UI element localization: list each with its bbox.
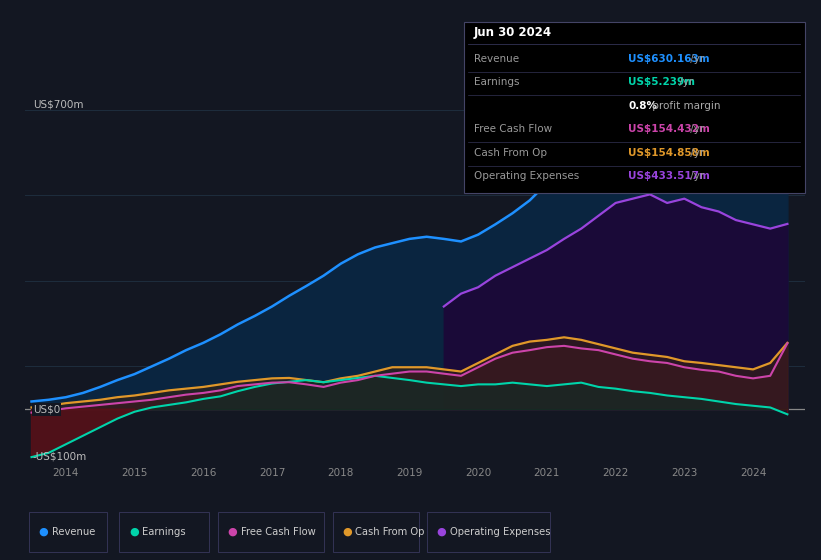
Text: US$0: US$0 bbox=[33, 404, 60, 414]
Text: ●: ● bbox=[437, 527, 447, 537]
Text: US$630.163m: US$630.163m bbox=[628, 54, 709, 64]
Text: 2024: 2024 bbox=[740, 468, 766, 478]
Text: ●: ● bbox=[342, 527, 352, 537]
Text: Free Cash Flow: Free Cash Flow bbox=[474, 124, 552, 134]
Text: US$154.858m: US$154.858m bbox=[628, 148, 710, 158]
Text: US$700m: US$700m bbox=[33, 100, 84, 110]
Text: 2014: 2014 bbox=[53, 468, 79, 478]
Text: 2017: 2017 bbox=[259, 468, 285, 478]
Text: US$154.432m: US$154.432m bbox=[628, 124, 710, 134]
Text: /yr: /yr bbox=[686, 171, 704, 181]
Text: Cash From Op: Cash From Op bbox=[474, 148, 547, 158]
Text: ●: ● bbox=[39, 527, 48, 537]
Text: ●: ● bbox=[227, 527, 237, 537]
Text: Free Cash Flow: Free Cash Flow bbox=[241, 527, 315, 537]
Text: 2020: 2020 bbox=[465, 468, 491, 478]
Text: /yr: /yr bbox=[686, 148, 704, 158]
Text: Operating Expenses: Operating Expenses bbox=[450, 527, 550, 537]
Text: US$5.239m: US$5.239m bbox=[628, 77, 695, 87]
Text: /yr: /yr bbox=[677, 77, 694, 87]
Text: Cash From Op: Cash From Op bbox=[355, 527, 425, 537]
Text: Revenue: Revenue bbox=[52, 527, 95, 537]
Text: 2016: 2016 bbox=[190, 468, 217, 478]
Text: 2018: 2018 bbox=[328, 468, 354, 478]
Text: /yr: /yr bbox=[686, 124, 704, 134]
Text: Earnings: Earnings bbox=[474, 77, 519, 87]
Text: 2022: 2022 bbox=[603, 468, 629, 478]
Text: Operating Expenses: Operating Expenses bbox=[474, 171, 579, 181]
Text: Earnings: Earnings bbox=[142, 527, 186, 537]
Text: profit margin: profit margin bbox=[649, 101, 721, 111]
Text: 0.8%: 0.8% bbox=[628, 101, 657, 111]
Text: -US$100m: -US$100m bbox=[33, 452, 87, 462]
Text: 2021: 2021 bbox=[534, 468, 560, 478]
Text: 2019: 2019 bbox=[397, 468, 423, 478]
Text: ●: ● bbox=[129, 527, 139, 537]
Text: US$433.517m: US$433.517m bbox=[628, 171, 710, 181]
Text: Revenue: Revenue bbox=[474, 54, 519, 64]
Text: 2023: 2023 bbox=[671, 468, 698, 478]
Text: Jun 30 2024: Jun 30 2024 bbox=[474, 26, 552, 39]
Text: /yr: /yr bbox=[686, 54, 704, 64]
Text: 2015: 2015 bbox=[122, 468, 148, 478]
